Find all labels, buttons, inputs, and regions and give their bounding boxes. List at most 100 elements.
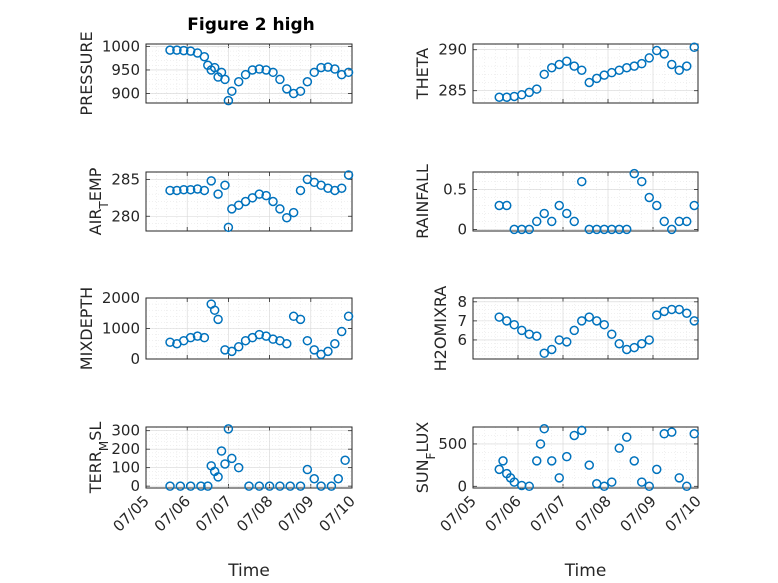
data-point xyxy=(689,316,699,326)
subplot-rainfall: 0 0.5 RAINFALL xyxy=(413,164,699,239)
x-axis-label: Time xyxy=(564,561,607,581)
data-point xyxy=(206,176,216,186)
data-point xyxy=(644,481,654,492)
data-point xyxy=(244,481,254,491)
data-point xyxy=(254,64,265,74)
data-point xyxy=(316,481,326,491)
data-point xyxy=(264,481,275,491)
data-point xyxy=(213,189,223,199)
data-point xyxy=(213,472,223,482)
data-point xyxy=(223,424,234,434)
x-tick-label: 07/05 xyxy=(110,492,153,535)
data-point xyxy=(203,481,213,491)
x-tick-label: 07/08 xyxy=(233,492,276,535)
y-tick-label: 0 xyxy=(457,220,467,238)
data-point xyxy=(309,474,319,484)
data-point xyxy=(659,49,669,59)
data-point xyxy=(330,339,340,349)
data-point xyxy=(165,185,175,196)
data-point xyxy=(209,305,220,315)
data-point xyxy=(295,314,306,325)
data-point xyxy=(227,346,237,357)
data-point xyxy=(539,423,549,434)
data-point xyxy=(282,212,292,223)
y-axis-label: RAINFALL xyxy=(413,164,432,239)
subplot-mixdepth: 0 1000 2000 MIXDEPTH xyxy=(77,287,354,370)
data-point xyxy=(562,337,572,347)
data-point xyxy=(275,481,285,491)
data-point xyxy=(268,67,278,78)
x-tick-label: 07/09 xyxy=(274,492,317,535)
data-point xyxy=(652,200,662,211)
data-point xyxy=(502,316,512,326)
axes-border xyxy=(145,171,353,232)
data-point xyxy=(185,332,196,343)
data-point xyxy=(569,216,579,227)
data-point xyxy=(614,339,624,349)
data-point xyxy=(498,456,508,466)
data-point xyxy=(330,64,340,74)
data-point xyxy=(689,200,699,211)
data-point xyxy=(689,429,699,439)
data-point xyxy=(185,481,196,491)
data-point xyxy=(336,183,347,193)
data-point xyxy=(629,456,639,466)
data-point xyxy=(584,77,594,88)
data-point xyxy=(302,335,313,346)
data-point xyxy=(220,345,230,355)
data-point xyxy=(295,86,306,96)
data-point xyxy=(682,216,692,227)
data-point xyxy=(562,56,572,66)
y-axis-label: TERRMSL xyxy=(86,422,111,495)
data-point xyxy=(547,216,557,227)
data-point xyxy=(539,69,549,80)
data-point xyxy=(254,481,265,491)
subplot-terrsl: 0100200300TERRMSL07/0507/0607/0707/0807/… xyxy=(86,422,359,581)
y-tick-label: 200 xyxy=(111,440,140,458)
data-point xyxy=(607,477,617,487)
y-tick-label: 100 xyxy=(111,459,140,477)
y-axis-label: THETA xyxy=(413,48,432,100)
y-tick-label: 290 xyxy=(438,41,467,59)
data-point xyxy=(302,77,313,87)
data-point xyxy=(295,185,306,196)
y-axis-label: PRESSURE xyxy=(77,31,96,115)
data-point xyxy=(637,58,647,69)
subplot-theta: 285 290 THETA xyxy=(413,41,699,104)
data-point xyxy=(233,462,244,473)
data-point xyxy=(607,329,617,339)
y-tick-label: 1000 xyxy=(102,320,140,338)
data-point xyxy=(532,456,542,466)
data-point xyxy=(577,65,587,75)
data-point xyxy=(614,443,624,453)
data-point xyxy=(254,189,265,199)
data-point xyxy=(172,45,182,55)
data-point xyxy=(227,86,237,96)
data-point xyxy=(185,184,196,195)
data-point xyxy=(674,304,684,315)
data-point xyxy=(524,224,534,235)
data-point xyxy=(637,339,647,349)
data-point xyxy=(216,446,227,456)
axes-border xyxy=(145,426,353,489)
x-axis-label: Time xyxy=(227,561,270,581)
y-tick-label: 300 xyxy=(111,422,140,440)
data-point xyxy=(629,342,639,353)
y-axis-label: AIRTEMP xyxy=(86,167,111,235)
y-tick-label: 900 xyxy=(111,85,140,103)
data-point xyxy=(637,176,647,187)
y-tick-label: 2000 xyxy=(102,289,140,307)
data-point xyxy=(682,61,692,71)
data-point xyxy=(644,192,654,203)
axes-border xyxy=(145,297,353,360)
data-point xyxy=(562,451,572,462)
data-point xyxy=(275,204,285,214)
data-point xyxy=(233,342,244,352)
data-point xyxy=(223,95,234,106)
x-tick-label: 07/06 xyxy=(482,492,525,535)
data-point xyxy=(261,190,271,201)
y-tick-label: 950 xyxy=(111,61,140,79)
y-tick-label: 8 xyxy=(457,293,467,311)
